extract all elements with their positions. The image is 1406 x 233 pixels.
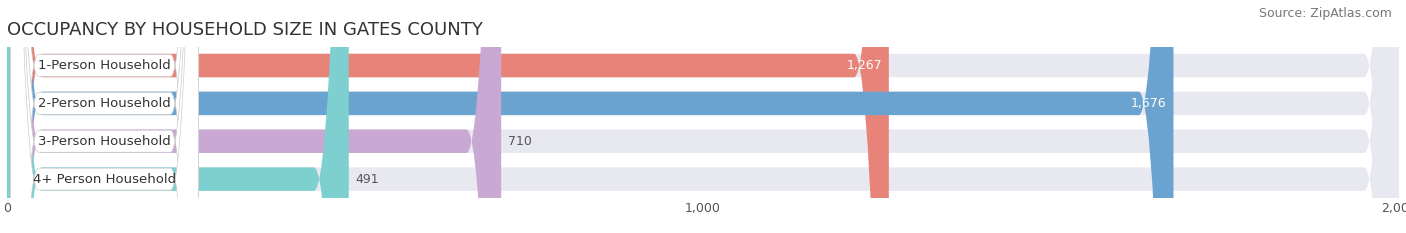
- FancyBboxPatch shape: [7, 0, 1399, 233]
- FancyBboxPatch shape: [7, 0, 1399, 233]
- Text: 1,676: 1,676: [1130, 97, 1167, 110]
- FancyBboxPatch shape: [7, 0, 501, 233]
- Text: 1,267: 1,267: [846, 59, 882, 72]
- FancyBboxPatch shape: [7, 0, 349, 233]
- FancyBboxPatch shape: [10, 0, 198, 233]
- FancyBboxPatch shape: [7, 0, 1399, 233]
- Text: Source: ZipAtlas.com: Source: ZipAtlas.com: [1258, 7, 1392, 20]
- Text: 3-Person Household: 3-Person Household: [38, 135, 172, 148]
- FancyBboxPatch shape: [10, 0, 198, 233]
- FancyBboxPatch shape: [7, 0, 889, 233]
- Text: 710: 710: [508, 135, 531, 148]
- FancyBboxPatch shape: [10, 0, 198, 233]
- FancyBboxPatch shape: [10, 0, 198, 233]
- Text: 2-Person Household: 2-Person Household: [38, 97, 172, 110]
- FancyBboxPatch shape: [7, 0, 1174, 233]
- Text: 1-Person Household: 1-Person Household: [38, 59, 172, 72]
- Text: 4+ Person Household: 4+ Person Household: [32, 173, 176, 186]
- FancyBboxPatch shape: [7, 0, 1399, 233]
- Text: OCCUPANCY BY HOUSEHOLD SIZE IN GATES COUNTY: OCCUPANCY BY HOUSEHOLD SIZE IN GATES COU…: [7, 21, 482, 39]
- Text: 491: 491: [356, 173, 380, 186]
